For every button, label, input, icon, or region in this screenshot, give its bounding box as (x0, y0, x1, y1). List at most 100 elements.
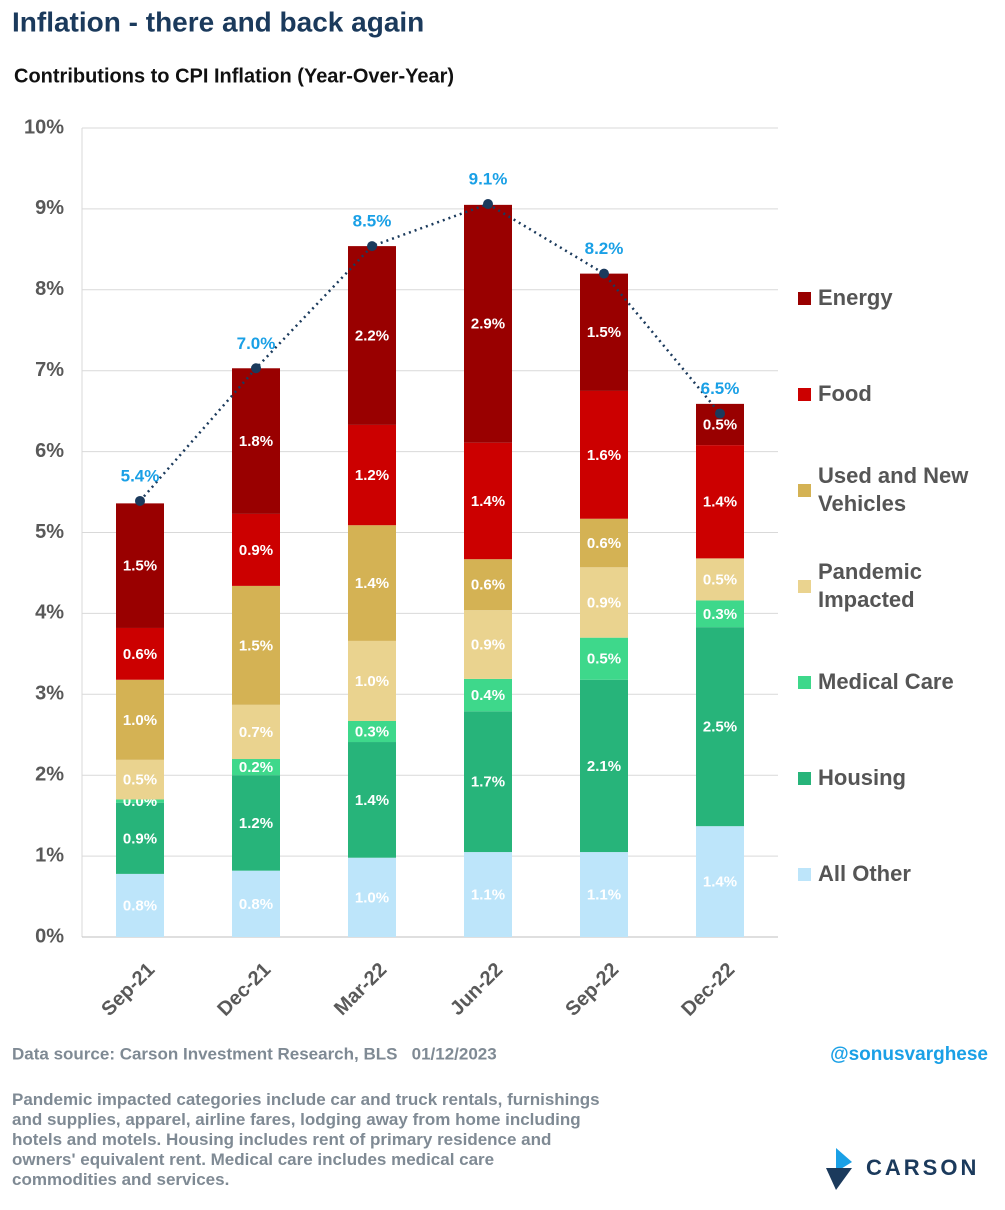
legend-swatch (798, 483, 811, 497)
bar-segment (580, 637, 628, 680)
legend-item: Energy (798, 250, 998, 346)
bar-segment (696, 445, 744, 559)
bar-segment (696, 627, 744, 827)
x-tick-label: Dec-21 (213, 959, 275, 1021)
segment-label: 0.9% (239, 542, 273, 559)
bar-segment (348, 857, 396, 937)
total-point (599, 268, 609, 279)
bar-segment (464, 711, 512, 853)
segment-label: 1.4% (355, 792, 389, 809)
bar-segment (348, 720, 396, 743)
segment-label: 0.8% (239, 896, 273, 913)
bar-segment (232, 775, 280, 871)
legend-swatch (798, 387, 811, 401)
bar-segment (348, 424, 396, 526)
segment-label: 0.4% (471, 687, 505, 704)
segment-label: 1.4% (355, 575, 389, 592)
legend-label: Energy (818, 285, 893, 310)
legend-item: Food (798, 346, 998, 442)
legend-item: Used and New Vehicles (798, 442, 998, 538)
x-tick-label: Mar-22 (330, 959, 391, 1020)
bar-segment (696, 826, 744, 937)
bar-segment (464, 442, 512, 560)
bar-segment (580, 679, 628, 853)
legend-swatch (798, 579, 811, 593)
y-tick-label: 7% (35, 359, 64, 381)
segment-label: 1.2% (355, 467, 389, 484)
total-point (251, 363, 261, 374)
chart-subtitle: Contributions to CPI Inflation (Year-Ove… (14, 65, 454, 87)
bar-segment (232, 585, 280, 705)
legend-item: Housing (798, 730, 998, 826)
bar-segment (580, 518, 628, 568)
bar-segment (580, 273, 628, 391)
bar-segment (464, 559, 512, 611)
total-line (139, 202, 721, 502)
x-tick-label: Dec-22 (677, 959, 739, 1021)
total-point (483, 199, 493, 210)
total-point (135, 495, 145, 506)
legend-item: Medical Care (798, 634, 998, 730)
x-tick-label: Sep-21 (97, 959, 159, 1021)
segment-label: 0.3% (355, 723, 389, 740)
legend-item: Pandemic Impacted (798, 538, 998, 634)
segment-label: 0.6% (471, 577, 505, 594)
legend-label: Housing (818, 765, 906, 790)
y-tick-label: 10% (24, 116, 64, 138)
note: Pandemic impacted categories include car… (12, 1090, 600, 1189)
segment-label: 0.5% (587, 651, 621, 668)
segment-label: 0.6% (123, 646, 157, 663)
segment-label: 1.5% (123, 558, 157, 575)
total-point (367, 241, 377, 252)
segment-label: 1.5% (239, 637, 273, 654)
segment-label: 0.9% (471, 637, 505, 654)
segment-label: 1.0% (355, 889, 389, 906)
bar-segment (348, 742, 396, 858)
chart-title: Inflation - there and back again (12, 6, 424, 37)
bar-segment (116, 802, 164, 874)
legend-label: Food (818, 381, 872, 406)
bar-segment (116, 873, 164, 937)
bar-segment (232, 368, 280, 514)
legend-swatch (798, 867, 811, 881)
segment-label: 1.6% (587, 447, 621, 464)
y-tick-label: 5% (35, 521, 64, 543)
bar-segment (116, 503, 164, 628)
bar-segment (232, 759, 280, 776)
bar-segment (580, 390, 628, 519)
segment-label: 1.7% (471, 774, 505, 791)
handle: @sonusvarghese (830, 1044, 988, 1065)
y-tick-label: 0% (35, 925, 64, 947)
bar-segment (116, 759, 164, 800)
y-tick-label: 9% (35, 197, 64, 219)
x-tick-label: Jun-22 (446, 959, 507, 1020)
segment-label: 0.9% (587, 594, 621, 611)
bar-segment (116, 627, 164, 680)
bar-segment (232, 704, 280, 760)
logo-icon (826, 1148, 852, 1190)
segment-label: 0.3% (703, 606, 737, 623)
legend-label: Medical Care (818, 669, 954, 694)
total-label: 7.0% (237, 334, 276, 353)
segment-label: 1.4% (703, 494, 737, 511)
total-label: 9.1% (469, 170, 508, 189)
segment-label: 1.1% (471, 886, 505, 903)
segment-label: 1.2% (239, 815, 273, 832)
y-tick-label: 4% (35, 602, 64, 624)
bar-segment (464, 610, 512, 679)
total-label: 8.5% (353, 212, 392, 231)
segment-label: 0.5% (123, 772, 157, 789)
x-tick-label: Sep-22 (561, 959, 623, 1021)
segment-label: 1.0% (123, 712, 157, 729)
bar-segment (232, 870, 280, 937)
legend: Energy Food Used and New Vehicles Pandemic … (798, 250, 998, 922)
segment-label: 2.1% (587, 758, 621, 775)
bar-segment (116, 799, 164, 803)
y-tick-label: 6% (35, 440, 64, 462)
segment-label: 0.2% (239, 759, 273, 776)
legend-swatch (798, 291, 811, 305)
bar-segment (464, 678, 512, 712)
segment-label: 0.6% (587, 535, 621, 552)
